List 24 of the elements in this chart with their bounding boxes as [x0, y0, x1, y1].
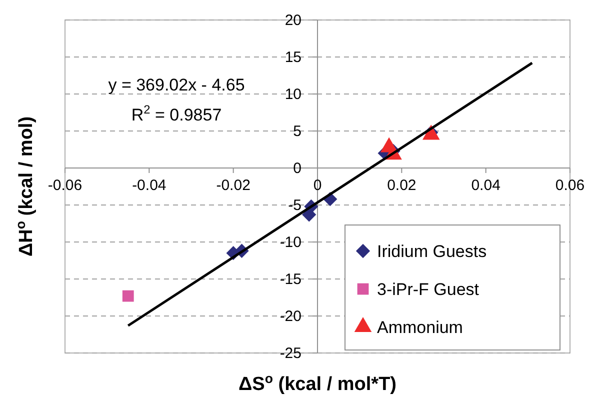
- y-tick-label: -15: [280, 271, 302, 288]
- y-tick-label: 20: [284, 12, 302, 29]
- x-tick-label: -0.04: [132, 177, 166, 194]
- x-axis-title: ΔS$^{o}$ (kcal / mol*T): [238, 370, 396, 395]
- x-tick-label: -0.06: [48, 177, 82, 194]
- legend-label: Iridium Guests: [377, 242, 487, 261]
- y-tick-label: -5: [288, 197, 302, 214]
- legend-label: Ammonium: [377, 318, 463, 337]
- legend-label: 3-iPr-F Guest: [377, 280, 480, 299]
- annotation: y = 369.02x - 4.65: [108, 75, 245, 94]
- x-tick-label: 0.04: [471, 177, 500, 194]
- point: [122, 290, 134, 302]
- x-tick-label: 0.02: [387, 177, 416, 194]
- y-tick-label: -25: [280, 345, 302, 362]
- y-tick-label: 0: [293, 160, 302, 177]
- y-tick-label: -20: [280, 308, 302, 325]
- y-tick-label: 10: [284, 86, 302, 103]
- x-tick-label: -0.02: [216, 177, 250, 194]
- y-tick-label: -10: [280, 234, 302, 251]
- y-tick-label: 5: [293, 123, 302, 140]
- x-tick-label: 0.06: [555, 177, 585, 194]
- x-tick-label: 0: [313, 177, 322, 194]
- annotation: R$^{2}$ = 0.9857: [131, 102, 222, 124]
- y-tick-label: 15: [284, 49, 302, 66]
